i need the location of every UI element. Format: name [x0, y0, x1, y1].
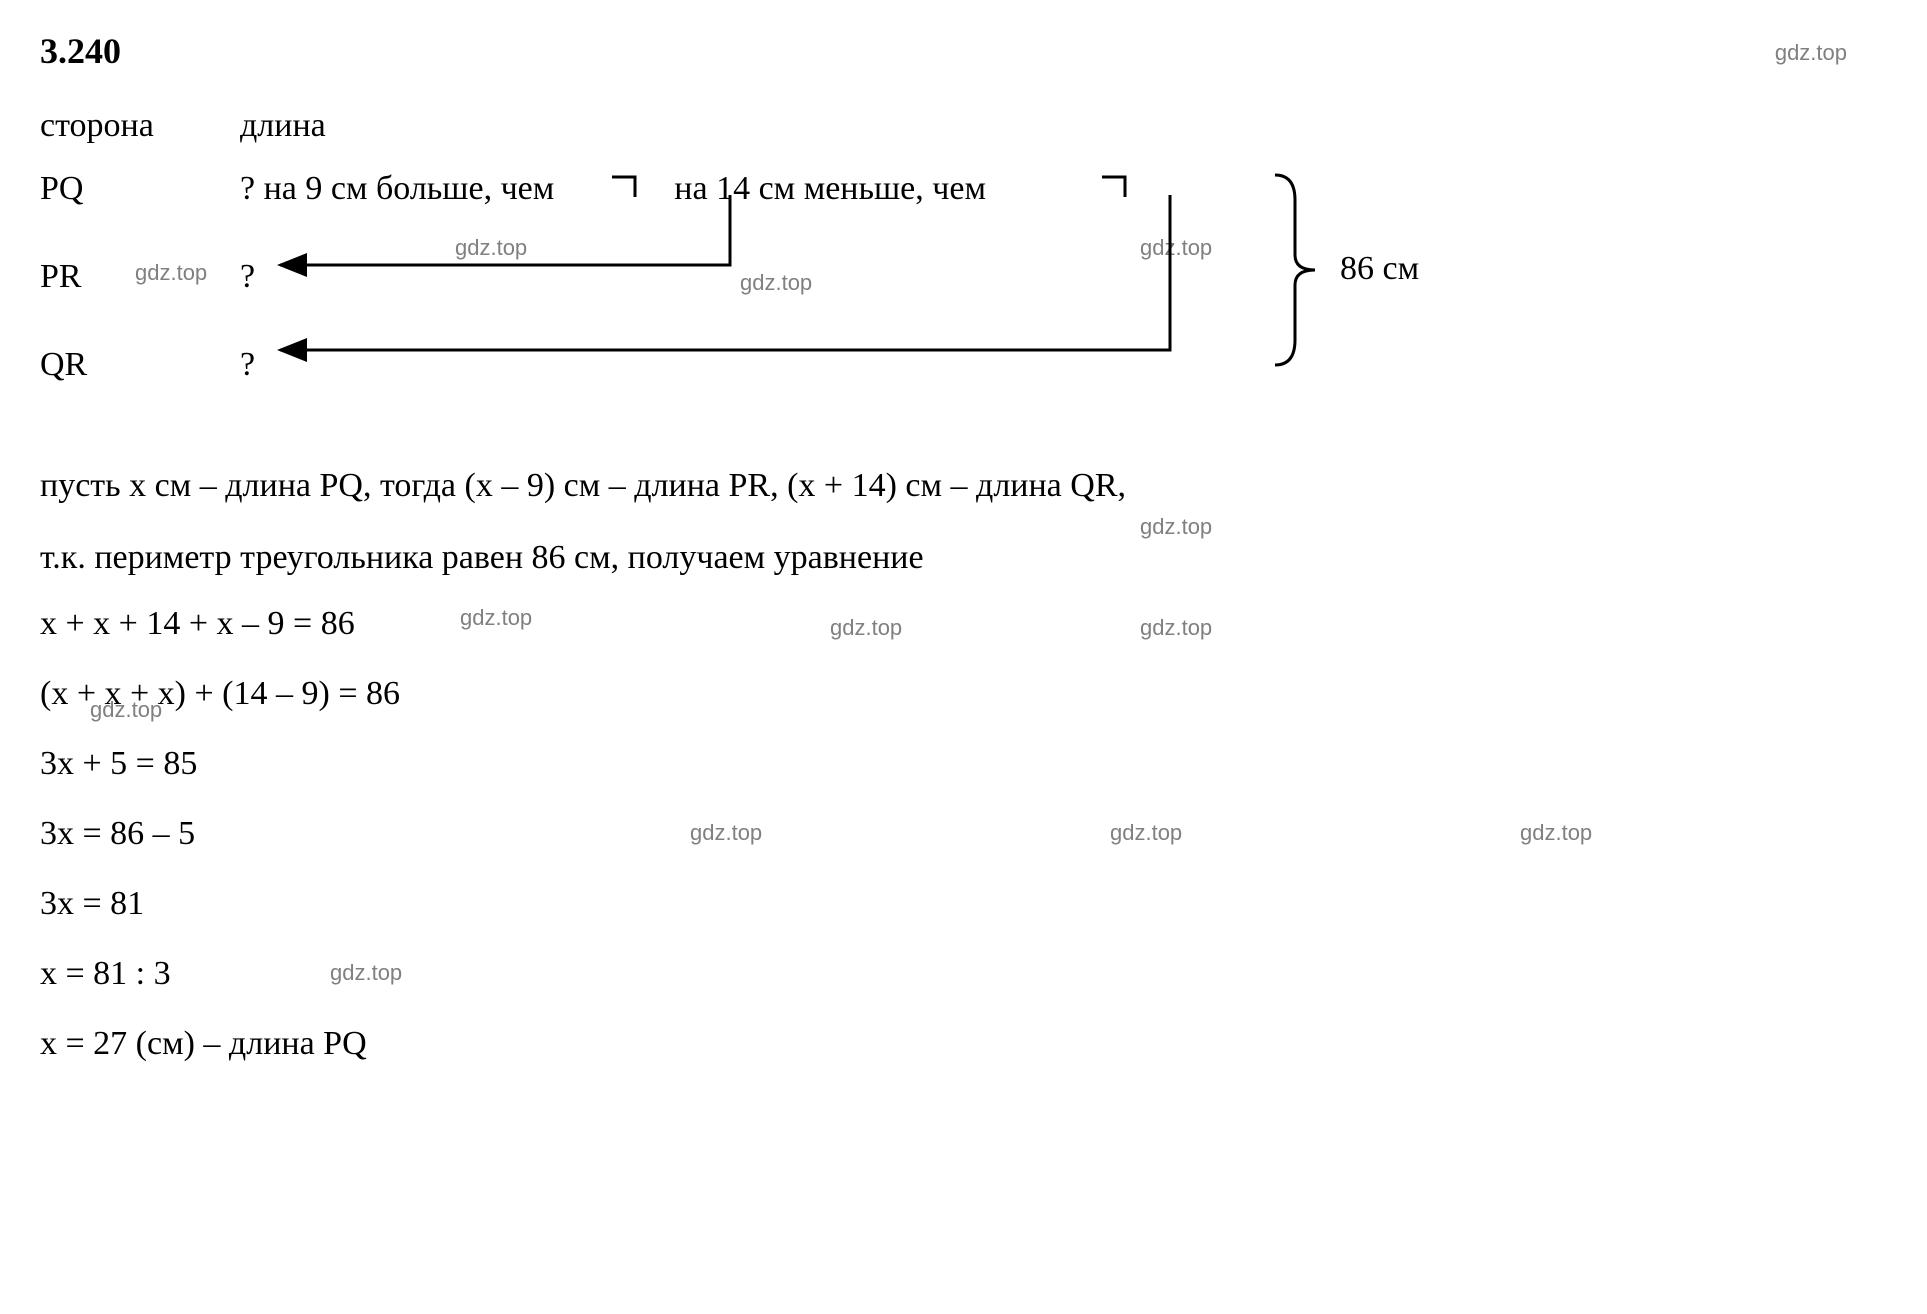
watermark-eq4-2: gdz.top [1110, 820, 1182, 846]
equation-7: x = 27 (см) – длина PQ [40, 1025, 1887, 1063]
watermark-eq6: gdz.top [330, 960, 402, 986]
watermark-eq2: gdz.top [90, 697, 162, 723]
explanation-line-1: пусть x см – длина PQ, тогда (x – 9) см … [40, 464, 1887, 508]
equation-6: x = 81 : 3 [40, 955, 1887, 993]
watermark-eq-top-1: gdz.top [460, 605, 532, 631]
watermark-eq-top-3: gdz.top [1140, 615, 1212, 641]
equation-3: 3x + 5 = 85 [40, 745, 1887, 783]
watermark-eq4-3: gdz.top [1520, 820, 1592, 846]
qr-label: QR [40, 346, 240, 384]
explanation-block: пусть x см – длина PQ, тогда (x – 9) см … [40, 464, 1887, 580]
pr-value: ? [240, 258, 255, 296]
equation-2: (x + x + x) + (14 – 9) = 86 [40, 675, 1887, 713]
equation-5: 3x = 81 [40, 885, 1887, 923]
header-length: длина [240, 107, 326, 145]
equations-block: gdz.top gdz.top gdz.top x + x + 14 + x –… [40, 605, 1887, 1063]
pq-marker-1 [610, 175, 640, 200]
problem-number: 3.240 [40, 30, 1887, 72]
pq-marker-2 [1100, 175, 1130, 200]
watermark-eq-top-2: gdz.top [830, 615, 902, 641]
qr-value: ? [240, 346, 255, 384]
equation-4: 3x = 86 – 5 [40, 815, 1887, 853]
equation-1: x + x + 14 + x – 9 = 86 [40, 605, 1887, 643]
header-side: сторона [40, 107, 240, 145]
pq-label: PQ [40, 170, 240, 208]
header-row: сторона длина [40, 107, 1887, 145]
explanation-line-2: т.к. периметр треугольника равен 86 см, … [40, 536, 1887, 580]
watermark-exp-1: gdz.top [1140, 514, 1212, 540]
curly-bracket [1270, 170, 1330, 370]
arrow-pq-to-qr [270, 190, 1190, 365]
watermark-diagram-1: gdz.top [135, 260, 207, 286]
diagram-container: PQ ? на 9 см больше, чем на 14 см меньше… [40, 170, 1887, 384]
watermark-top-right: gdz.top [1775, 40, 1847, 66]
watermark-eq4-1: gdz.top [690, 820, 762, 846]
bracket-label: 86 см [1340, 250, 1419, 288]
